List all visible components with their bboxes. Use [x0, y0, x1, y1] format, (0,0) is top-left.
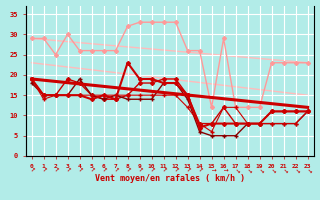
Text: ↑: ↑ [280, 167, 287, 174]
Text: ↑: ↑ [268, 167, 275, 174]
Text: ↑: ↑ [196, 167, 203, 174]
Text: ↑: ↑ [88, 167, 95, 174]
Text: ↑: ↑ [64, 167, 71, 174]
Text: ↑: ↑ [292, 167, 299, 174]
Text: ↑: ↑ [256, 167, 263, 174]
Text: ↑: ↑ [52, 167, 59, 174]
Text: ↑: ↑ [148, 167, 155, 174]
Text: ↑: ↑ [232, 167, 239, 174]
Text: ↑: ↑ [184, 167, 191, 174]
Text: ↑: ↑ [76, 167, 83, 174]
Text: ↑: ↑ [136, 167, 143, 174]
Text: ↑: ↑ [28, 167, 35, 174]
Text: ↑: ↑ [160, 167, 167, 174]
Text: ↑: ↑ [244, 167, 251, 174]
Text: ↑: ↑ [172, 167, 179, 174]
Text: ↑: ↑ [221, 168, 226, 173]
Text: ↑: ↑ [40, 167, 47, 174]
Text: ↑: ↑ [124, 167, 131, 174]
Text: ↑: ↑ [209, 168, 214, 173]
Text: ↑: ↑ [112, 167, 119, 174]
Text: ↑: ↑ [100, 167, 107, 174]
X-axis label: Vent moyen/en rafales ( km/h ): Vent moyen/en rafales ( km/h ) [95, 174, 244, 183]
Text: ↑: ↑ [304, 167, 311, 174]
